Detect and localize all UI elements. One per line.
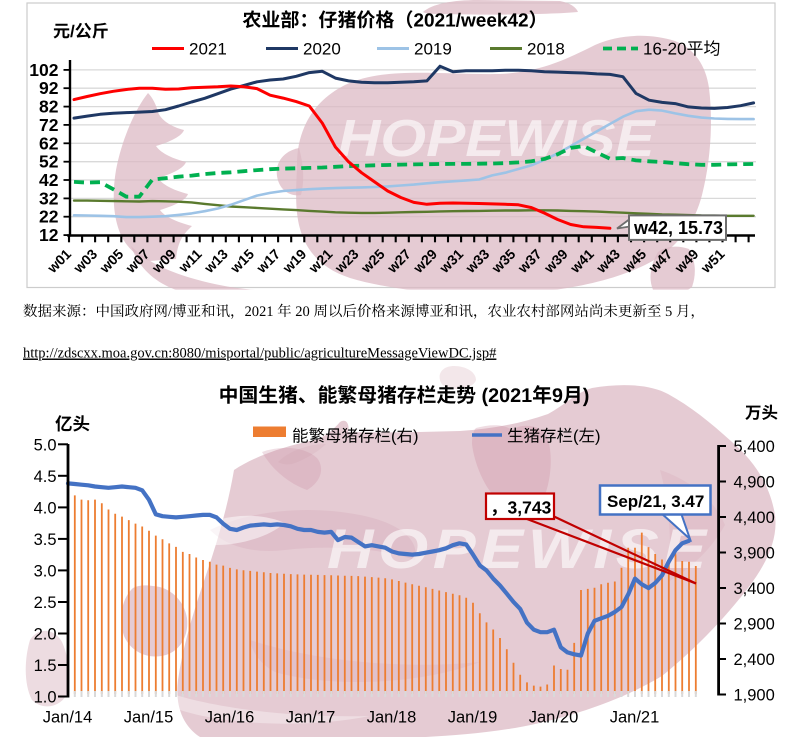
svg-text:2019: 2019 <box>414 39 452 58</box>
svg-text:w42, 15.73: w42, 15.73 <box>633 218 723 238</box>
svg-text:2,900: 2,900 <box>734 616 775 634</box>
svg-text:Jan/19: Jan/19 <box>448 709 498 727</box>
svg-text:2020: 2020 <box>303 39 341 58</box>
svg-text:1,900: 1,900 <box>734 687 775 705</box>
svg-text:32: 32 <box>39 188 59 208</box>
svg-text:Jan/17: Jan/17 <box>286 709 336 727</box>
svg-text:Jan/16: Jan/16 <box>205 709 255 727</box>
svg-text:2018: 2018 <box>527 39 565 58</box>
svg-text:22: 22 <box>39 207 59 227</box>
svg-text:4.5: 4.5 <box>34 468 57 486</box>
svg-text:Jan/20: Jan/20 <box>529 709 579 727</box>
svg-text:3.5: 3.5 <box>34 531 57 549</box>
svg-text:4,900: 4,900 <box>734 474 775 492</box>
svg-text:102: 102 <box>29 60 58 80</box>
svg-text:2.5: 2.5 <box>34 594 57 612</box>
svg-text:4.0: 4.0 <box>34 500 57 518</box>
svg-text:3.0: 3.0 <box>34 563 57 581</box>
svg-text:2021: 2021 <box>189 39 227 58</box>
svg-text:Jan/15: Jan/15 <box>124 709 174 727</box>
svg-text:Jan/21: Jan/21 <box>610 709 660 727</box>
svg-text:3,400: 3,400 <box>734 580 775 598</box>
svg-text:42: 42 <box>39 170 59 190</box>
svg-text:5.0: 5.0 <box>34 437 57 455</box>
svg-text:3,900: 3,900 <box>734 545 775 563</box>
svg-text:72: 72 <box>39 115 59 135</box>
svg-text:5,400: 5,400 <box>734 438 775 456</box>
svg-text:1.0: 1.0 <box>34 689 57 707</box>
svg-text:62: 62 <box>39 133 59 153</box>
svg-text:http://zdscxx.moa.gov.cn:8080/: http://zdscxx.moa.gov.cn:8080/misportal/… <box>23 346 496 362</box>
svg-text:2,400: 2,400 <box>734 651 775 669</box>
svg-text:Jan/18: Jan/18 <box>367 709 417 727</box>
svg-text:Jan/14: Jan/14 <box>43 709 93 727</box>
svg-text:12: 12 <box>39 225 59 245</box>
svg-text:2.0: 2.0 <box>34 626 57 644</box>
svg-text:52: 52 <box>39 152 59 172</box>
svg-text:92: 92 <box>39 78 59 98</box>
svg-text:4,400: 4,400 <box>734 509 775 527</box>
svg-text:1.5: 1.5 <box>34 657 57 675</box>
svg-text:Sep/21, 3.47: Sep/21, 3.47 <box>607 492 704 511</box>
svg-text:82: 82 <box>39 97 59 117</box>
